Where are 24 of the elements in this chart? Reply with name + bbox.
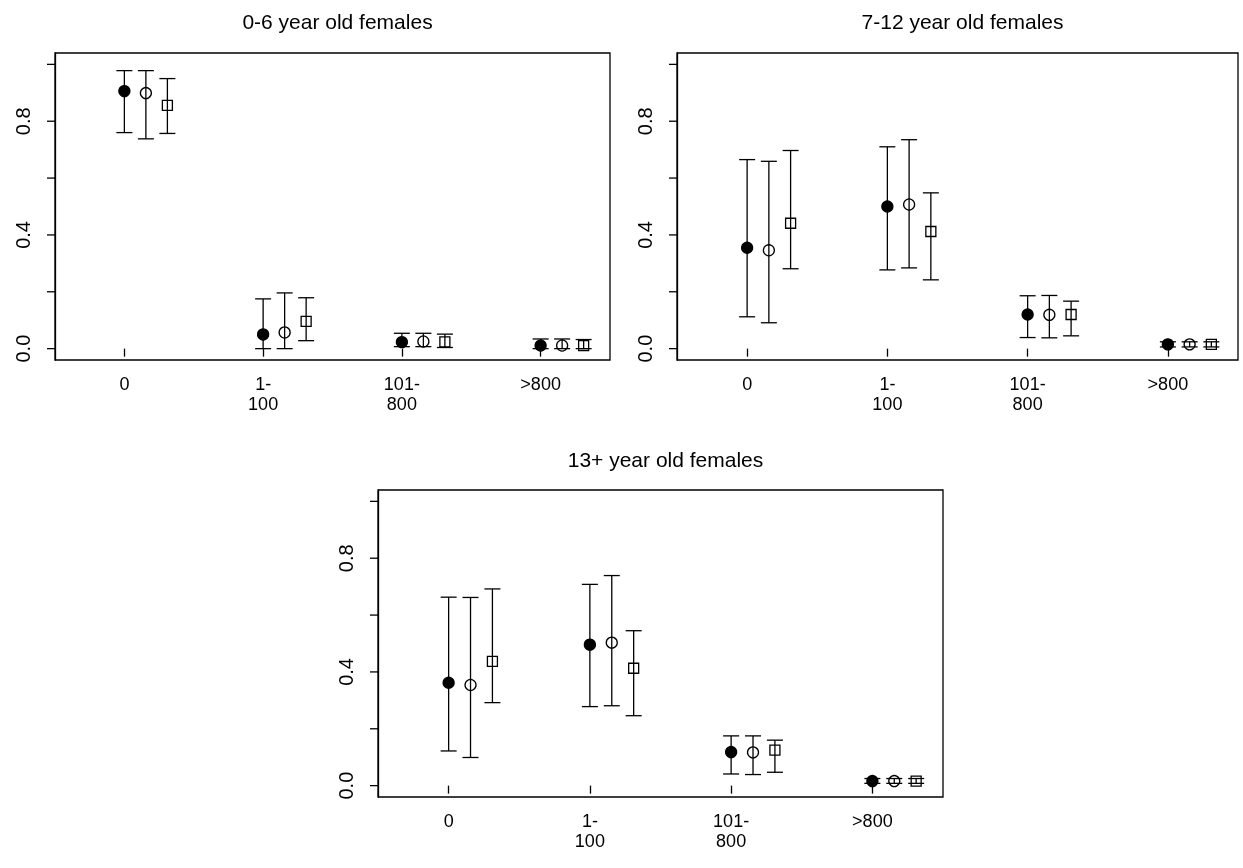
x-tick-label: 0 (119, 374, 130, 394)
chart-title: 0-6 year old females (242, 10, 433, 33)
y-tick-label: 0.0 (335, 771, 357, 800)
x-tick-label: 101- 800 (713, 811, 750, 851)
y-tick-label: 0.8 (335, 544, 357, 573)
x-tick-label: >800 (852, 811, 893, 831)
y-tick-label: 0.0 (12, 334, 34, 363)
chart-title: 13+ year old females (567, 448, 764, 471)
y-tick-label: 0.4 (335, 658, 357, 686)
x-tick-label: >800 (520, 374, 561, 394)
x-tick-label: 1- 100 (872, 374, 903, 414)
x-tick-label: 1- 100 (574, 811, 605, 851)
x-tick-label: >800 (1147, 374, 1189, 394)
y-tick-label: 0.4 (634, 221, 656, 249)
y-tick-label: 0.8 (634, 107, 656, 136)
chart-title: 7-12 year old females (861, 10, 1064, 33)
x-tick-label: 0 (742, 374, 753, 394)
x-tick-label: 101- 800 (1009, 374, 1046, 414)
y-tick-label: 0.4 (12, 221, 34, 249)
y-tick-label: 0.8 (12, 107, 34, 136)
x-tick-label: 101- 800 (383, 374, 420, 414)
x-tick-label: 0 (443, 811, 454, 831)
y-tick-label: 0.0 (634, 334, 656, 363)
x-tick-label: 1- 100 (248, 374, 279, 414)
